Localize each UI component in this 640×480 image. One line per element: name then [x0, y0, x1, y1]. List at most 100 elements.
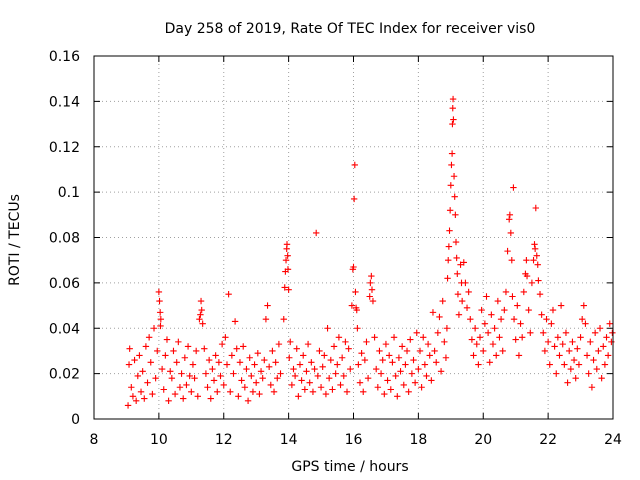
data-point — [578, 315, 586, 323]
data-point — [569, 338, 576, 346]
data-point — [352, 288, 359, 296]
data-point — [400, 381, 407, 389]
data-point — [452, 211, 459, 219]
chart-title: Day 258 of 2019, Rate Of TEC Index for r… — [165, 21, 536, 37]
data-point — [262, 315, 270, 323]
data-point — [416, 347, 424, 355]
data-point — [270, 388, 278, 395]
data-point — [457, 261, 464, 268]
y-tick-label: 0.04 — [49, 321, 80, 337]
data-point — [257, 368, 265, 375]
data-point — [540, 329, 547, 336]
data-point — [489, 340, 497, 348]
data-point — [451, 193, 458, 200]
grid-lines — [94, 56, 613, 419]
data-point — [351, 161, 358, 169]
data-point — [368, 286, 376, 293]
data-point — [204, 384, 211, 391]
data-point — [415, 365, 422, 373]
data-point — [454, 270, 461, 277]
data-point — [132, 397, 140, 405]
data-point — [284, 252, 291, 259]
data-point — [426, 352, 433, 359]
data-point — [397, 368, 404, 375]
data-point — [591, 329, 599, 336]
data-point — [197, 297, 205, 305]
data-point — [334, 361, 341, 368]
data-point — [434, 329, 442, 336]
data-point — [233, 345, 240, 352]
data-point — [497, 315, 505, 323]
data-point — [136, 352, 143, 359]
data-point — [600, 343, 607, 350]
data-point — [367, 279, 374, 287]
data-point — [311, 365, 318, 373]
data-point — [343, 388, 351, 395]
x-tick-label: 10 — [150, 432, 168, 448]
data-point — [317, 384, 325, 391]
data-point — [301, 386, 309, 393]
data-point — [139, 368, 146, 375]
data-point — [152, 374, 159, 382]
data-point — [450, 116, 457, 123]
x-tick-label: 22 — [539, 432, 557, 448]
data-point — [428, 377, 435, 384]
data-point — [129, 393, 137, 400]
data-point — [288, 381, 296, 389]
data-point — [590, 356, 597, 364]
data-point — [248, 372, 255, 380]
data-point — [575, 361, 583, 368]
data-point — [145, 334, 153, 341]
data-point — [356, 379, 364, 386]
data-point — [379, 356, 386, 364]
data-point — [424, 340, 432, 348]
data-point — [553, 370, 560, 377]
data-point — [265, 363, 273, 371]
data-point — [281, 284, 288, 291]
data-point — [170, 347, 177, 355]
data-point — [444, 275, 451, 282]
data-point — [205, 356, 213, 364]
data-point — [598, 374, 605, 382]
data-point — [167, 368, 174, 375]
y-tick-label: 0.08 — [49, 231, 80, 247]
data-point — [156, 297, 163, 305]
data-point — [366, 293, 373, 300]
data-point — [354, 325, 361, 332]
data-point — [580, 302, 588, 309]
data-point — [557, 302, 565, 309]
data-point — [183, 381, 190, 389]
data-point — [308, 359, 315, 366]
data-point — [254, 350, 262, 357]
data-point — [382, 340, 390, 348]
data-point — [582, 320, 589, 327]
data-point — [286, 354, 293, 361]
data-point — [520, 288, 527, 296]
data-point — [160, 386, 167, 393]
data-point — [508, 256, 515, 264]
data-point — [156, 309, 164, 316]
data-point — [405, 388, 412, 395]
data-point — [483, 293, 490, 300]
data-point — [506, 211, 514, 219]
data-point — [531, 241, 538, 248]
data-point — [572, 374, 579, 382]
data-point — [306, 379, 313, 386]
data-point — [274, 374, 281, 382]
data-point — [449, 104, 456, 112]
data-point — [523, 272, 531, 280]
data-point — [369, 297, 377, 305]
data-point — [566, 347, 573, 355]
data-point — [501, 306, 508, 314]
data-point — [463, 304, 471, 312]
data-point — [191, 374, 198, 382]
data-point — [574, 345, 581, 352]
data-point — [423, 372, 430, 380]
data-point — [603, 334, 610, 341]
data-point — [126, 345, 133, 352]
data-point — [376, 347, 383, 355]
data-point — [445, 256, 452, 264]
data-point — [449, 95, 457, 103]
data-point — [293, 345, 300, 352]
